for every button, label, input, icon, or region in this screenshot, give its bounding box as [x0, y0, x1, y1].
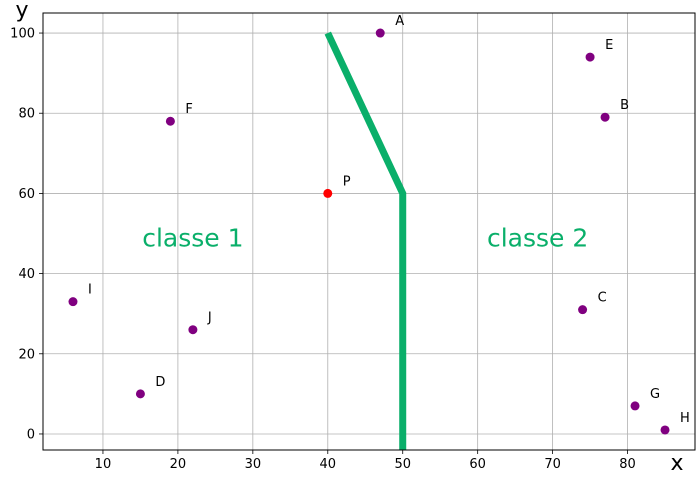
- region-label-2: classe 2: [487, 224, 588, 253]
- region-labels: classe 1 classe 2: [142, 224, 588, 253]
- point-label-i: I: [88, 283, 92, 298]
- point-a: [375, 28, 385, 38]
- point-h: [660, 425, 670, 435]
- region-label-1: classe 1: [142, 224, 243, 253]
- point-label-f: F: [185, 102, 192, 117]
- point-i: [68, 297, 78, 307]
- x-tick-label: 10: [95, 457, 112, 472]
- y-tick-label: 0: [27, 427, 35, 442]
- x-tick-label: 80: [619, 457, 636, 472]
- point-label-j: J: [207, 311, 212, 326]
- point-p: [323, 188, 333, 198]
- point-label-e: E: [605, 38, 613, 53]
- y-axis-label: y: [15, 0, 28, 23]
- point-label-c: C: [598, 291, 607, 306]
- y-tick-label: 20: [18, 347, 35, 362]
- x-tick-label: 70: [544, 457, 561, 472]
- point-label-g: G: [650, 387, 660, 402]
- point-d: [135, 389, 145, 399]
- point-label-d: D: [155, 375, 165, 390]
- point-labels: A B C D E F G H I J P: [88, 14, 690, 426]
- x-tick-label: 60: [469, 457, 486, 472]
- decision-boundary: [324, 31, 407, 450]
- point-label-b: B: [620, 98, 629, 113]
- grid: [43, 13, 695, 450]
- x-axis-label: x: [670, 451, 683, 476]
- point-b: [600, 112, 610, 122]
- point-g: [630, 401, 640, 411]
- x-tick-label: 20: [170, 457, 187, 472]
- point-f: [165, 116, 175, 126]
- point-c: [578, 305, 588, 315]
- point-label-h: H: [680, 411, 690, 426]
- y-tick-label: 100: [10, 27, 35, 42]
- x-tick-label: 50: [394, 457, 411, 472]
- axis-ticks: 10 20 30 40 50 60 70 80 0 20 40 60 80 100: [10, 27, 636, 472]
- x-tick-label: 30: [245, 457, 262, 472]
- y-tick-label: 40: [18, 267, 35, 282]
- plot-frame: [42, 12, 696, 451]
- boundary-line: [324, 31, 407, 450]
- data-points: [68, 28, 670, 435]
- y-tick-label: 60: [18, 187, 35, 202]
- y-tick-label: 80: [18, 107, 35, 122]
- point-j: [188, 325, 198, 335]
- point-label-a: A: [395, 14, 404, 29]
- point-label-p: P: [343, 174, 351, 189]
- x-tick-label: 40: [320, 457, 337, 472]
- point-e: [585, 52, 595, 62]
